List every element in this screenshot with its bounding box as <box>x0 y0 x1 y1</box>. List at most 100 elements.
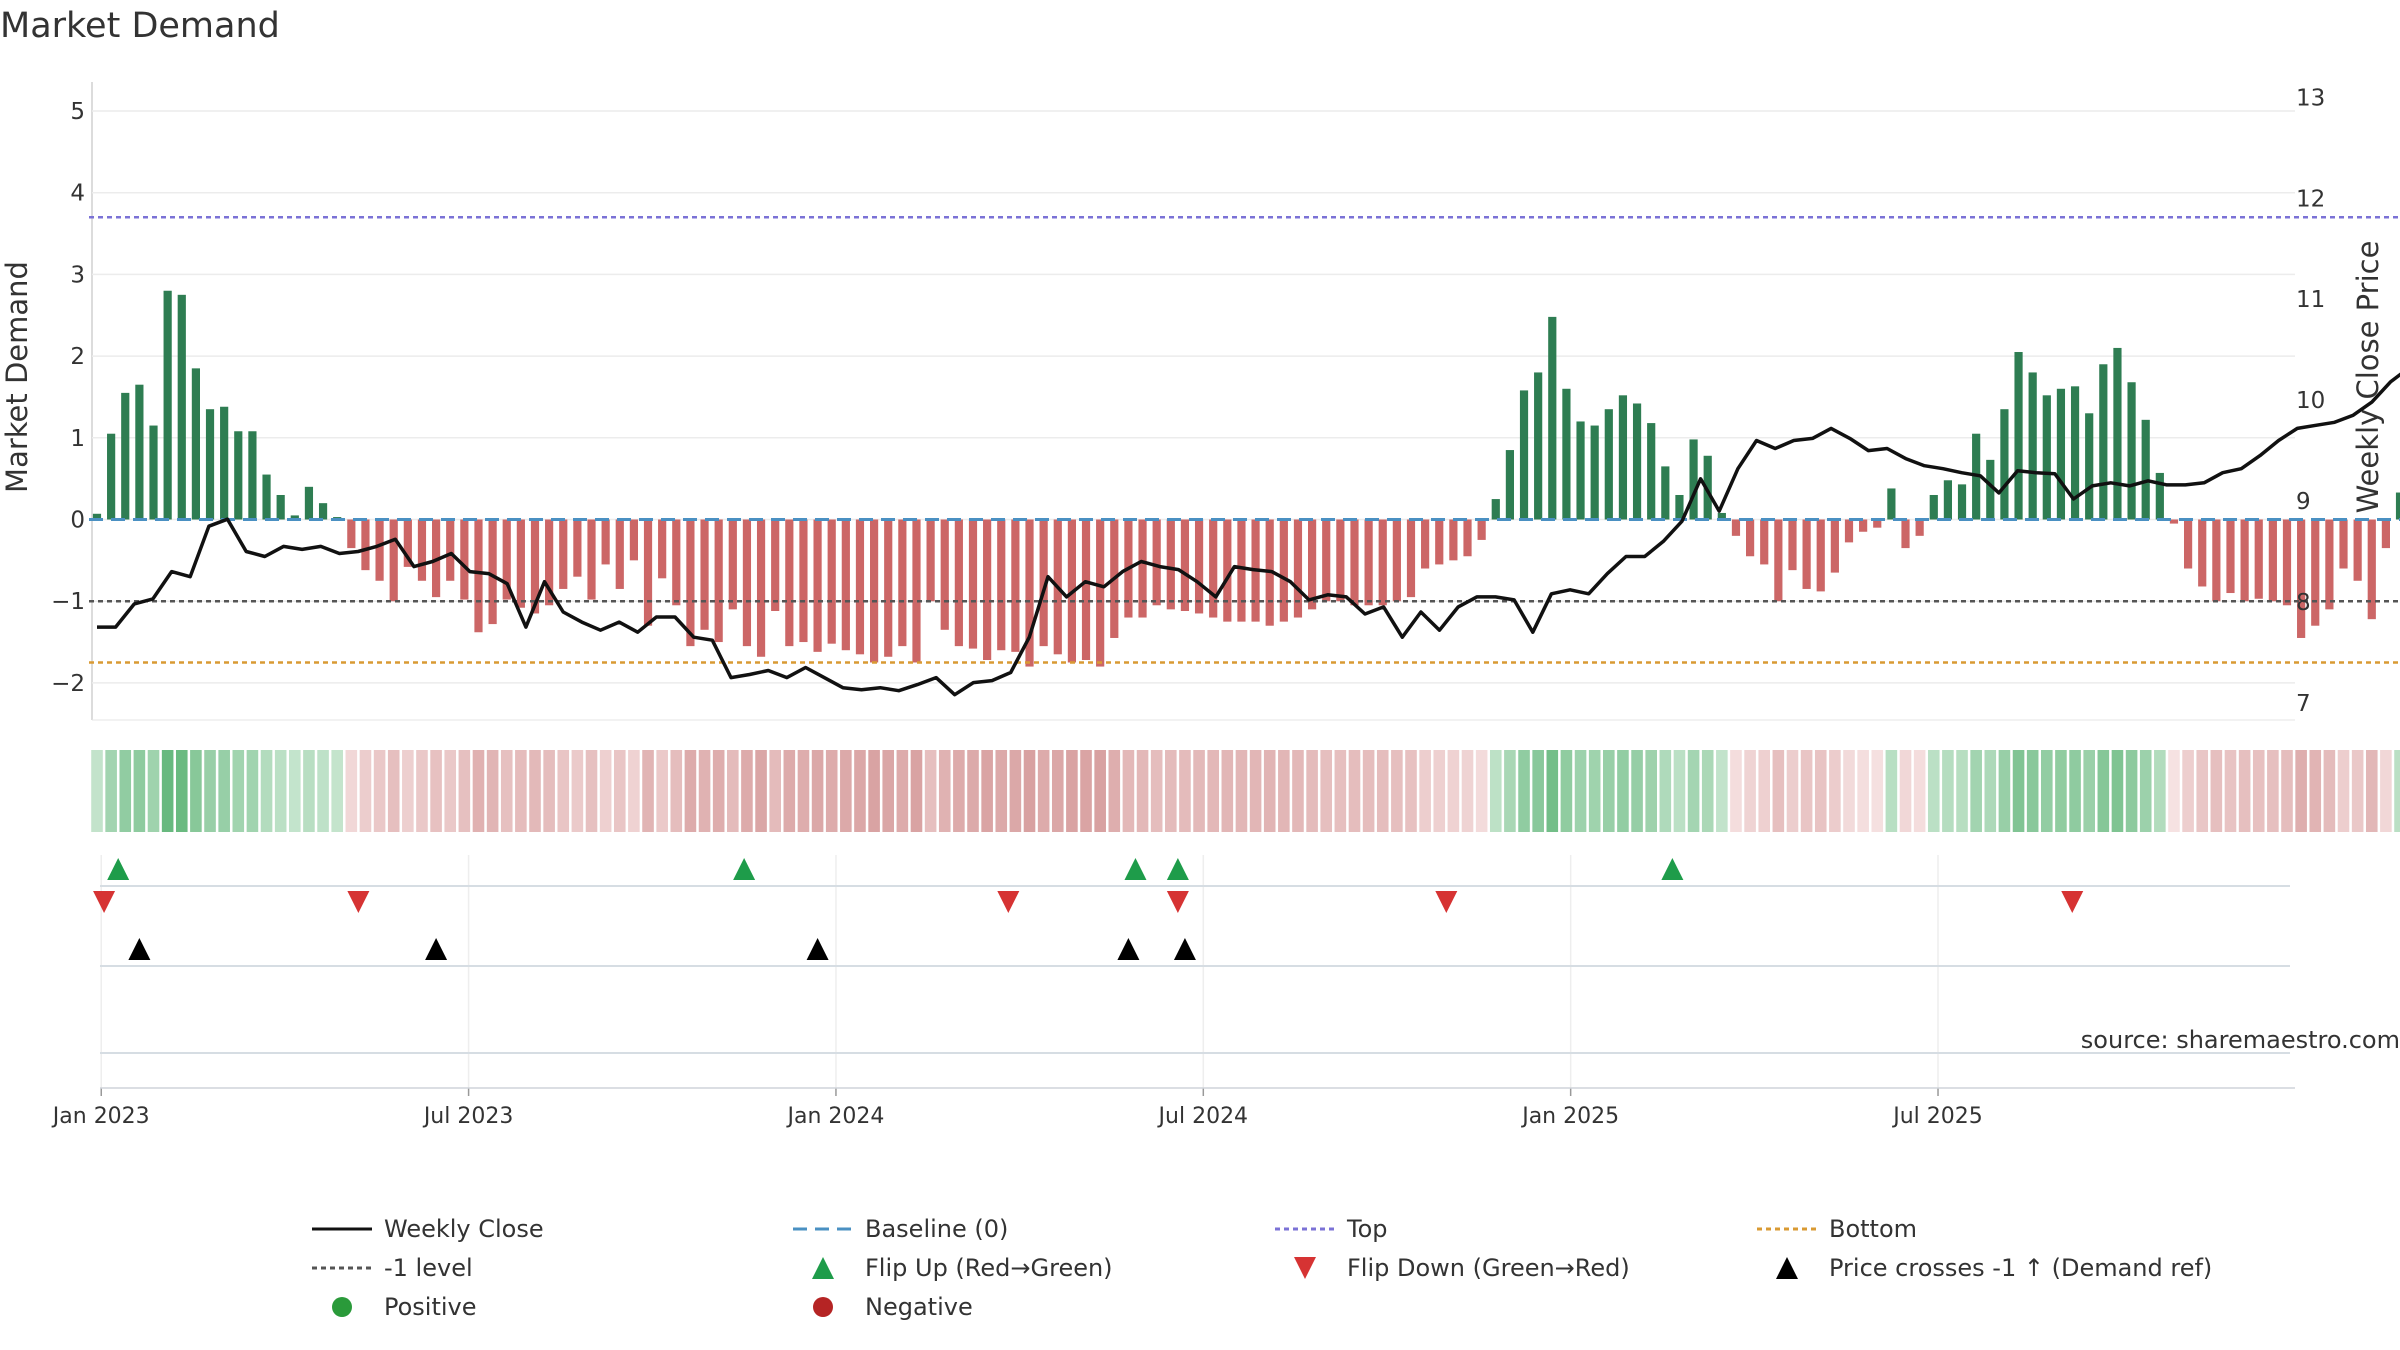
heat-cell <box>1334 750 1347 832</box>
legend-label: Baseline (0) <box>865 1215 1008 1243</box>
legend-label: Positive <box>384 1293 477 1321</box>
heat-cell <box>500 750 513 832</box>
legend-label: -1 level <box>384 1254 473 1282</box>
heat-cell <box>825 750 838 832</box>
heat-cell <box>2182 750 2194 832</box>
flip-up-marker <box>733 858 756 880</box>
heat-cell <box>2281 750 2293 832</box>
heat-cell <box>2337 750 2350 832</box>
heat-cell <box>119 750 132 832</box>
demand-bar <box>629 519 638 561</box>
heat-cell <box>2365 750 2378 832</box>
heat-cell <box>1956 750 1968 832</box>
demand-bar <box>1844 519 1854 543</box>
heat-cell <box>1631 750 1643 832</box>
demand-bar <box>1392 519 1401 602</box>
demand-bar <box>997 519 1006 651</box>
heat-cell <box>1744 750 1756 832</box>
y-tick-label: 4 <box>70 181 85 207</box>
demand-bar <box>290 515 299 520</box>
heat-cell <box>1673 750 1686 832</box>
demand-bar <box>1096 519 1105 667</box>
heat-cell <box>105 750 117 832</box>
y-axis-label: Market Demand <box>0 261 34 493</box>
demand-bar <box>1859 519 1868 532</box>
heat-cell <box>2041 750 2053 832</box>
heat-cell <box>755 750 767 832</box>
price-cross-marker <box>1173 938 1196 960</box>
price-cross-marker <box>1117 938 1140 960</box>
heat-cell <box>430 750 442 832</box>
x-tick-label: Jan 2023 <box>51 1104 150 1129</box>
demand-bar <box>2240 519 2249 602</box>
price-cross-marker <box>128 938 151 960</box>
y2-tick-label: 8 <box>2296 590 2311 616</box>
heat-cell <box>1518 750 1530 832</box>
heat-cell <box>1814 750 1827 832</box>
heat-cell <box>1475 750 1488 832</box>
demand-bar <box>92 513 102 520</box>
heat-cell <box>1193 750 1205 832</box>
demand-bar <box>559 519 568 589</box>
heat-cell <box>585 750 598 832</box>
heat-cell <box>1899 750 1912 832</box>
demand-bar <box>1364 519 1373 606</box>
demand-bar <box>898 519 907 647</box>
heat-cell <box>175 750 188 832</box>
heat-cell <box>1574 750 1587 832</box>
heat-cell <box>359 750 372 832</box>
heat-cell <box>2394 750 2400 832</box>
heat-cell <box>246 750 259 832</box>
heat-cell <box>1829 750 1841 832</box>
demand-bar <box>361 519 370 571</box>
heat-cell <box>2351 750 2364 832</box>
heat-cell <box>1532 750 1544 832</box>
demand-bar <box>1081 519 1091 661</box>
demand-bar <box>1647 423 1656 520</box>
demand-bar <box>220 406 229 520</box>
heat-cell <box>599 750 612 832</box>
heat-cell <box>1800 750 1813 832</box>
heat-cell <box>1405 750 1417 832</box>
heat-cell <box>91 750 103 832</box>
demand-bar <box>2282 519 2292 606</box>
heat-cell <box>444 750 457 832</box>
demand-bar <box>234 431 243 520</box>
x-tick-label: Jan 2024 <box>785 1104 884 1129</box>
demand-bar <box>1929 494 1938 520</box>
price-cross-marker <box>425 938 448 960</box>
heat-cell <box>1927 750 1940 832</box>
demand-bar <box>1689 439 1698 520</box>
demand-bar <box>163 290 172 520</box>
heat-cell <box>1051 750 1064 832</box>
demand-bar <box>121 392 130 520</box>
heat-cell <box>1023 750 1036 832</box>
demand-bar <box>1505 450 1514 520</box>
heat-cell <box>571 750 584 832</box>
heat-cell <box>1984 750 1997 832</box>
demand-bar <box>771 519 780 611</box>
demand-bar <box>474 519 483 633</box>
heat-cell <box>1362 750 1375 832</box>
y2-tick-label: 7 <box>2296 691 2311 717</box>
demand-bar <box>813 519 822 652</box>
heat-cell <box>2026 750 2039 832</box>
legend: Weekly Close Baseline (0) Top Bottom -1 leve… <box>312 1215 2212 1321</box>
heat-cell <box>938 750 951 832</box>
demand-heat-strip <box>91 750 2400 832</box>
y-tick-label: −1 <box>51 589 85 615</box>
heat-cell <box>458 750 471 832</box>
heat-cell <box>2125 750 2138 832</box>
demand-bar <box>700 519 709 630</box>
weekly-close-series <box>97 372 2400 697</box>
demand-bar <box>502 519 511 600</box>
heat-cell <box>1391 750 1403 832</box>
heat-cell <box>2154 750 2166 832</box>
demand-bar <box>403 519 412 567</box>
y-tick-label: 0 <box>70 508 85 534</box>
demand-bar <box>191 368 200 520</box>
demand-bar <box>2042 395 2051 520</box>
signal-markers <box>93 858 2295 1089</box>
heat-cell <box>1447 750 1460 832</box>
demand-bar <box>884 519 893 657</box>
